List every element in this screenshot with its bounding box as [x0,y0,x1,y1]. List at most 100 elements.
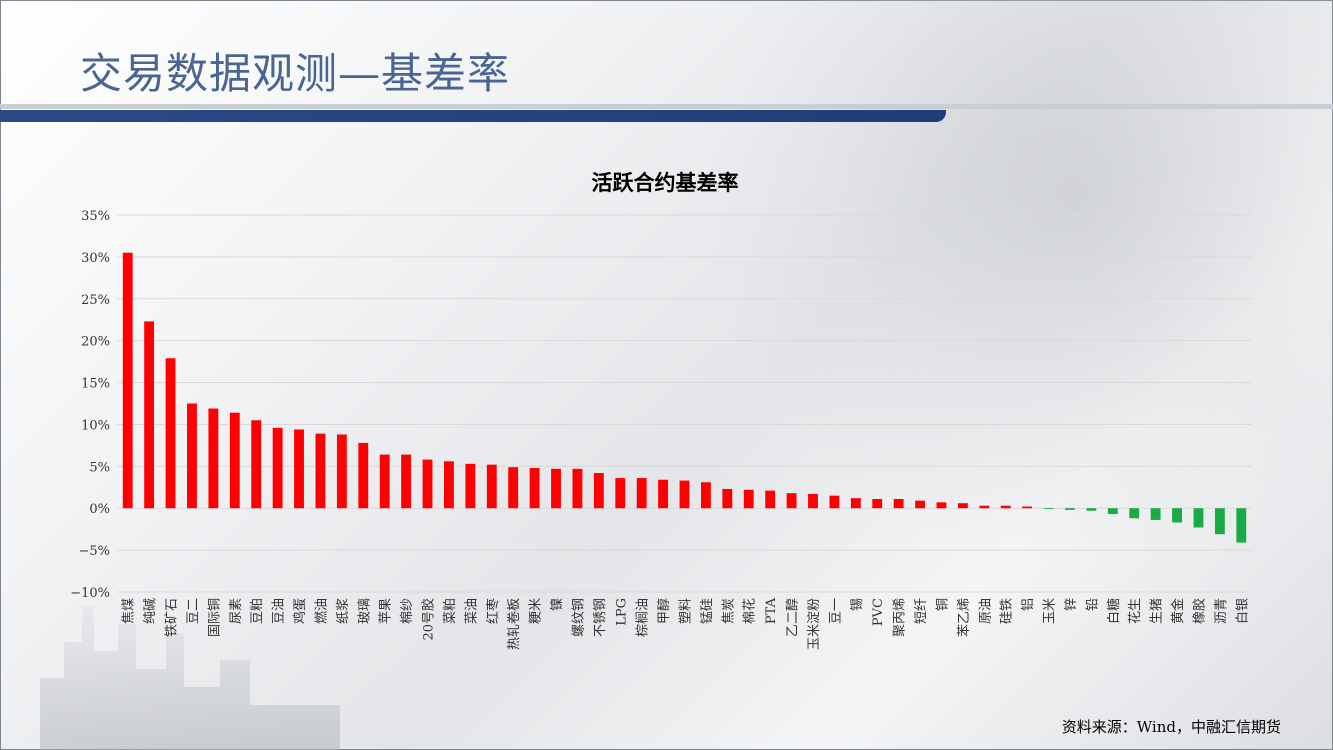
x-category-label: 苯乙烯 [957,598,972,637]
bar [957,503,968,509]
x-category-label: 不锈钢 [593,598,608,637]
bar [1214,508,1225,535]
bar [229,412,240,509]
x-category-label: 原油 [978,598,993,624]
bar [1172,508,1182,523]
y-tick-label: 25% [81,293,110,308]
x-category-label: 玉米 [1043,598,1058,624]
x-category-label: 乙二醇 [785,598,801,637]
bar [379,454,390,509]
bar [1129,508,1140,519]
x-category-label: 铜 [935,598,950,611]
x-category-label: 生猪 [1150,598,1165,624]
bar [294,429,304,509]
x-category-label: 燃油 [313,598,329,624]
bar [486,464,497,509]
x-category-label: 玉米淀粉 [807,598,822,650]
x-category-label: 国际铜 [207,598,222,637]
bar [979,505,990,509]
x-category-label: 焦煤 [122,598,137,624]
x-category-label: 菜油 [464,598,479,624]
x-category-label: 铅 [1085,598,1100,611]
bar [1236,508,1247,543]
bar [1150,508,1161,520]
bar [636,478,647,509]
x-category-label: 菜粕 [443,598,458,624]
bar [444,461,454,509]
bar [572,468,583,509]
bar [208,408,219,509]
bar [144,321,155,509]
y-tick-label: 35% [81,209,110,224]
bar [1086,508,1097,511]
bar [679,480,690,509]
bar [1193,508,1204,528]
bar [336,434,347,509]
bar [893,499,904,509]
header-divider [0,104,1333,109]
bar [915,500,925,509]
bar [1000,505,1011,509]
header-band [0,110,946,122]
x-category-label: 纸浆 [336,598,351,624]
x-category-label: 聚丙烯 [893,598,908,637]
bar [700,482,711,509]
x-category-label: 镍 [550,598,565,611]
x-category-label: 锌 [1064,598,1079,611]
x-category-label: 铝 [1021,598,1036,611]
data-source-note: 资料来源：Wind，中融汇信期货 [1061,718,1281,736]
x-category-label: 豆二 [186,598,201,624]
x-category-label: 花生 [1127,598,1143,624]
x-category-label: 黄金 [1170,598,1186,624]
bar [165,358,176,509]
chart-title: 活跃合约基差率 [592,171,739,195]
x-category-label: 鸡蛋 [292,598,308,624]
x-category-label: 豆一 [828,598,843,624]
chart-gridlines [117,214,1252,593]
bar [251,420,262,509]
bar [872,499,883,509]
x-category-label: PTA [764,597,779,624]
bar [808,493,818,509]
bar [593,473,604,509]
x-category-label: 棕榈油 [636,598,651,637]
bar [401,454,412,509]
x-category-label: 白银 [1234,598,1250,624]
bar [529,468,540,509]
x-category-label: 纯碱 [143,598,158,624]
bar [1107,508,1118,515]
y-tick-label: −10% [70,586,110,601]
bar [850,498,861,509]
bar [743,489,754,509]
bar [508,467,519,509]
bar [272,427,283,509]
x-category-label: 焦炭 [721,598,736,624]
bar [829,495,840,509]
x-category-label: 尿素 [229,598,244,624]
x-category-label: 锰硅 [700,598,715,624]
x-category-label: 棉花 [742,598,758,624]
x-category-label: 塑料 [679,598,694,624]
x-category-label: 豆粕 [250,598,265,624]
y-tick-label: 5% [89,460,110,475]
bar [187,403,197,509]
x-category-label: 20号胶 [421,598,437,641]
y-tick-label: 30% [81,251,110,266]
x-category-label: 橡胶 [1191,598,1207,624]
bar [615,478,626,509]
bar [765,490,776,509]
y-tick-label: −5% [78,544,110,559]
bar [465,463,476,509]
page-title: 交易数据观测—基差率 [80,49,511,98]
bar [551,468,561,509]
x-category-label: 铁矿石 [165,598,180,637]
bar [358,442,369,509]
bar [315,433,326,509]
x-category-label: 棉纱 [400,598,415,624]
x-category-label: 短纤 [914,598,929,624]
x-axis-category-labels: 焦煤 纯碱 铁矿石 豆二 国际铜 尿素 豆粕 豆油 鸡蛋 燃油 纸浆 玻璃 苹果 棉纱 20号胶 菜粕 菜油 红枣… [122,597,1251,650]
y-axis-tick-labels: −10% −5% 0% 5% 10% 15% 20% 25% 30% 35% [70,209,110,601]
x-category-label: 玻璃 [357,598,372,624]
y-tick-label: 0% [89,502,110,517]
x-category-label: 豆油 [272,598,287,624]
